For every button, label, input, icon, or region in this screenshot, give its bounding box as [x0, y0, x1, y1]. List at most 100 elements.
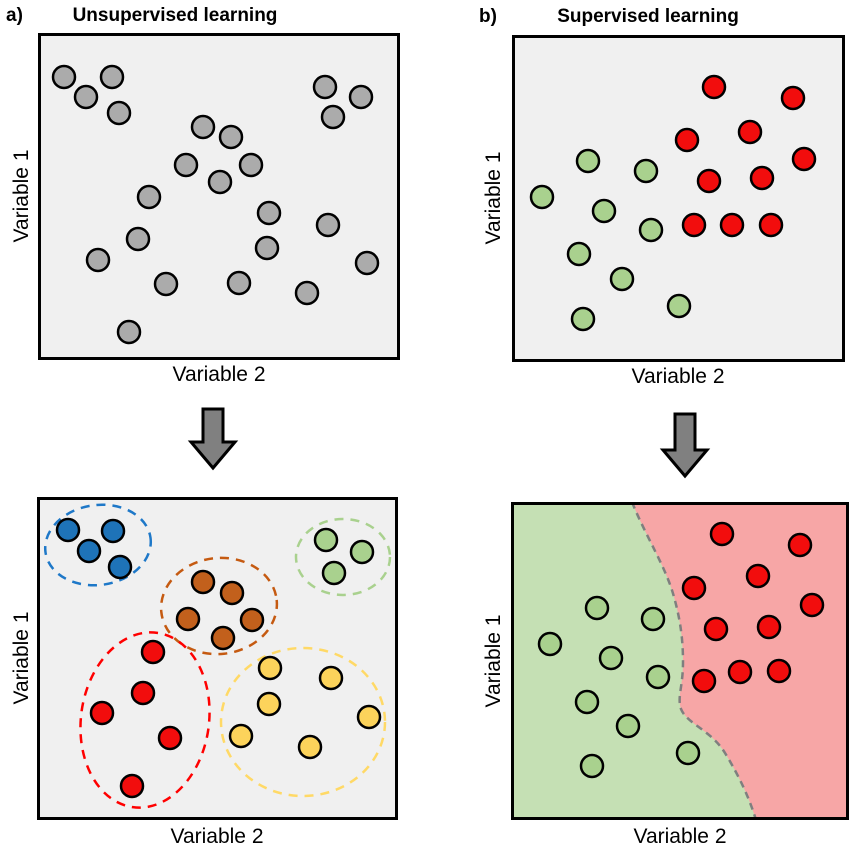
class-green-point	[566, 241, 592, 267]
unlabeled-point	[136, 184, 162, 210]
cluster-green-point	[313, 527, 339, 553]
class-red-point	[799, 592, 825, 618]
cluster-yellow-outline	[219, 646, 387, 798]
down-arrow-icon	[659, 412, 711, 479]
class-red-point	[791, 146, 817, 172]
unsupervised-title: Unsupervised learning	[72, 5, 278, 26]
cluster-red-outline	[79, 631, 211, 809]
unlabeled-point	[218, 124, 244, 150]
unlabeled-point	[254, 235, 280, 261]
cluster-yellow-point	[297, 734, 323, 760]
supervised-input-scatterplot	[512, 35, 845, 362]
class-red-point	[787, 532, 813, 558]
unlabeled-point	[153, 271, 179, 297]
y-axis-label: Variable 1	[10, 611, 33, 705]
cluster-green-outline	[294, 517, 392, 597]
unlabeled-point	[226, 270, 252, 296]
cluster-yellow-point	[228, 723, 254, 749]
cluster-yellow-point	[318, 665, 344, 691]
class-red-point	[745, 563, 771, 589]
x-axis-label: Variable 2	[172, 363, 266, 386]
unlabeled-point	[320, 104, 346, 130]
class-red-point	[756, 614, 782, 640]
x-axis-label: Variable 2	[170, 825, 264, 848]
x-axis-label: Variable 2	[631, 365, 725, 388]
class-red-point	[749, 165, 775, 191]
decision-boundary	[630, 502, 758, 820]
cluster-yellow-point	[256, 691, 282, 717]
class-red-point	[737, 119, 763, 145]
unlabeled-point	[85, 247, 111, 273]
unlabeled-point	[116, 319, 142, 345]
unlabeled-point	[238, 152, 264, 178]
class-red-point	[703, 616, 729, 642]
supervised-title: Supervised learning	[557, 6, 739, 27]
cluster-brown-outline	[159, 556, 279, 656]
class-green-point	[645, 664, 671, 690]
cluster-brown-point	[190, 569, 216, 595]
cluster-red-point	[157, 725, 183, 751]
cluster-brown-point	[219, 580, 245, 606]
cluster-green-point	[321, 560, 347, 586]
cluster-blue-point	[107, 554, 133, 580]
class-green-point	[615, 713, 641, 739]
panel-a-label: a)	[6, 5, 23, 26]
cluster-yellow-point	[356, 704, 382, 730]
class-red-point	[719, 212, 745, 238]
class-red-point	[780, 85, 806, 111]
class-green-point	[633, 158, 659, 184]
unlabeled-point	[125, 226, 151, 252]
class-green-point	[529, 184, 555, 210]
class-green-point	[640, 606, 666, 632]
class-green-point	[570, 306, 596, 332]
supervised-decision-scatterplot	[511, 502, 849, 820]
cluster-brown-point	[210, 625, 236, 651]
class-green-point	[574, 689, 600, 715]
x-axis-label: Variable 2	[633, 825, 727, 848]
class-green-point	[575, 148, 601, 174]
cluster-brown-point	[175, 606, 201, 632]
class-red-point	[681, 575, 707, 601]
down-arrow-icon	[187, 407, 239, 471]
cluster-red-point	[140, 639, 166, 665]
cluster-blue-point	[55, 517, 81, 543]
class-green-point	[591, 198, 617, 224]
panel-b-label: b)	[479, 6, 497, 27]
cluster-red-point	[119, 773, 145, 799]
unlabeled-point	[294, 280, 320, 306]
cluster-red-point	[89, 700, 115, 726]
unlabeled-point	[312, 74, 338, 100]
y-axis-label: Variable 1	[482, 151, 505, 245]
unsupervised-clusters-scatterplot	[37, 497, 398, 820]
cluster-brown-point	[239, 607, 265, 633]
unlabeled-point	[99, 64, 125, 90]
class-red-point	[727, 659, 753, 685]
unlabeled-point	[207, 169, 233, 195]
unlabeled-point	[190, 114, 216, 140]
cluster-blue-outline	[43, 503, 153, 587]
class-green-point	[638, 217, 664, 243]
cluster-red-point	[130, 680, 156, 706]
unlabeled-point	[173, 152, 199, 178]
unlabeled-point	[256, 200, 282, 226]
class-red-point	[709, 521, 735, 547]
class-green-point	[598, 645, 624, 671]
class-red-point	[681, 212, 707, 238]
class-green-point	[675, 740, 701, 766]
unlabeled-point	[73, 84, 99, 110]
class-green-point	[579, 753, 605, 779]
class-red-point	[674, 127, 700, 153]
unlabeled-point	[106, 100, 132, 126]
class-red-point	[696, 168, 722, 194]
unsupervised-input-scatterplot	[38, 33, 400, 360]
unlabeled-point	[315, 212, 341, 238]
class-red-point	[691, 668, 717, 694]
class-green-point	[609, 266, 635, 292]
cluster-green-point	[349, 539, 375, 565]
cluster-blue-point	[76, 538, 102, 564]
unlabeled-point	[51, 64, 77, 90]
cluster-yellow-point	[257, 655, 283, 681]
class-red-point	[758, 212, 784, 238]
class-red-point	[766, 658, 792, 684]
